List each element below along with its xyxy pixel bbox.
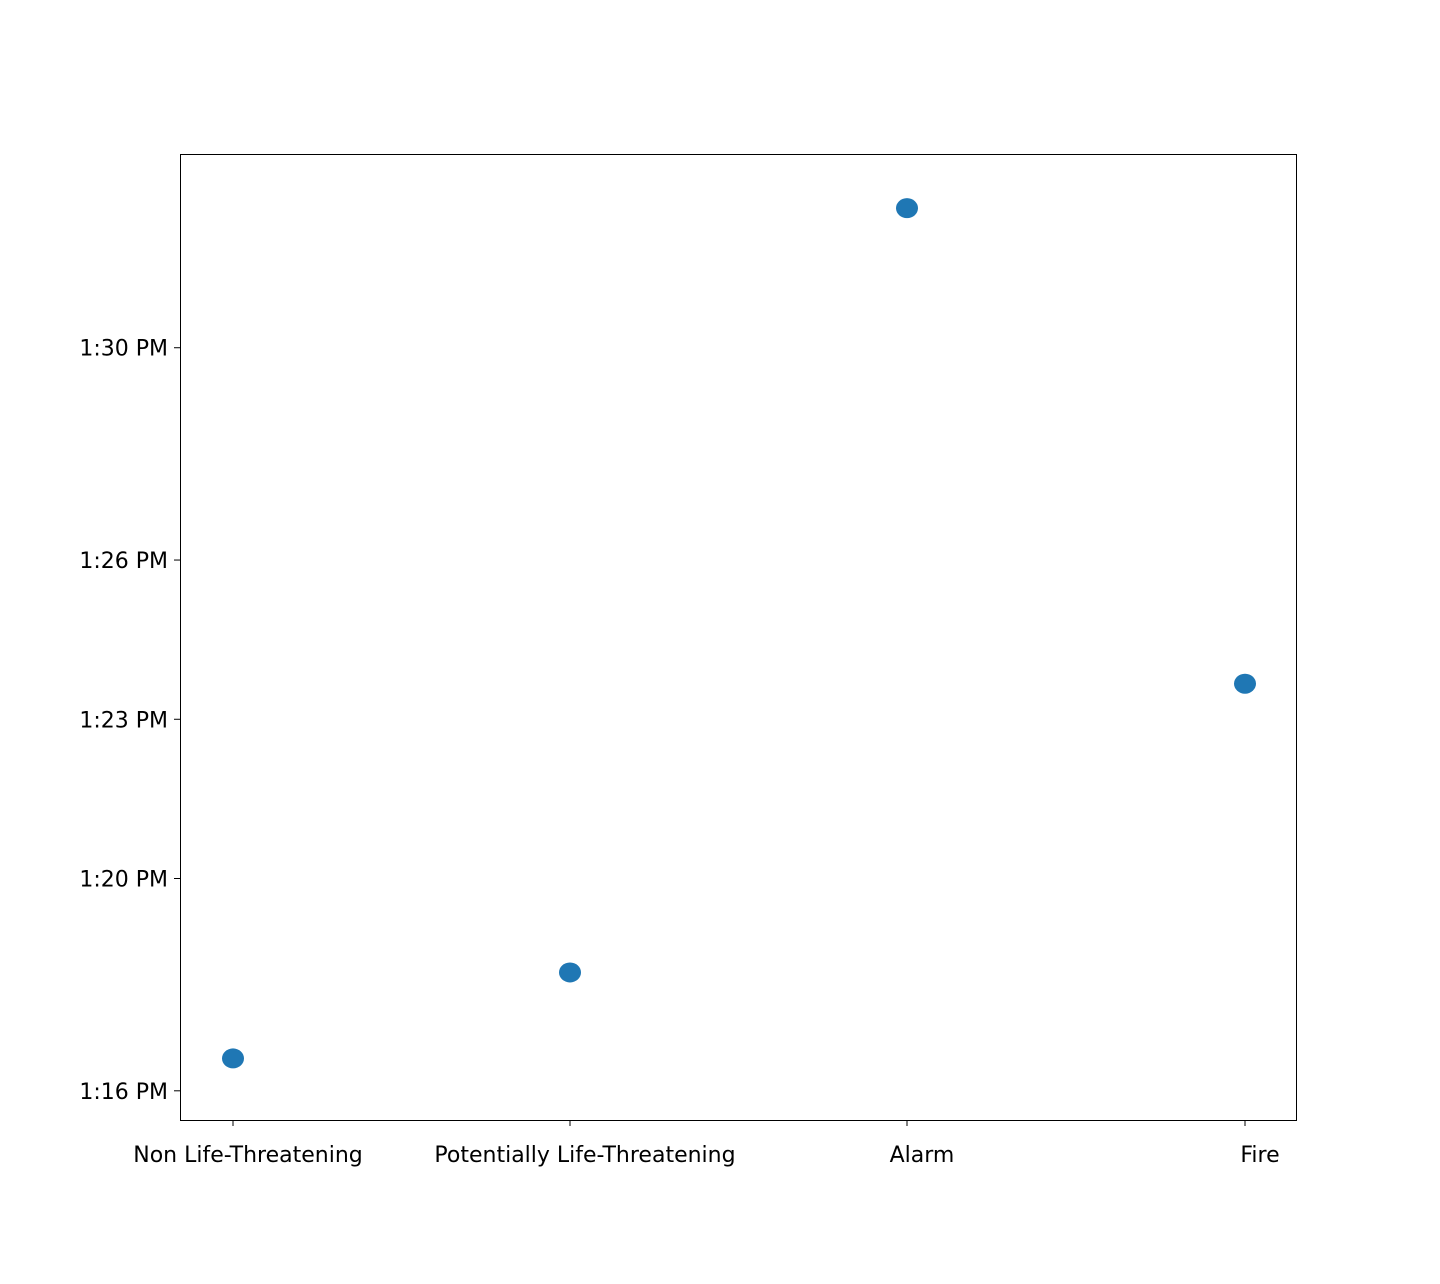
data-point [559,962,581,983]
x-tick-label: Alarm [890,1143,955,1168]
x-axis: Non Life-Threatening Potentially Life-Thr… [133,1120,1280,1168]
data-points [222,198,1256,1069]
y-axis: 1:16 PM 1:20 PM 1:23 PM 1:26 PM 1:30 PM [79,337,180,1105]
x-tick-label: Fire [1240,1143,1279,1168]
data-point [1234,673,1256,694]
data-point [896,198,918,219]
x-tick-label: Non Life-Threatening [133,1143,363,1168]
y-tick-label: 1:16 PM [79,1080,168,1105]
data-point [222,1048,244,1069]
y-tick-label: 1:30 PM [79,337,168,362]
y-tick-label: 1:20 PM [79,868,168,893]
y-tick-label: 1:26 PM [79,549,168,574]
plot-area-frame [180,154,1297,1121]
y-tick-label: 1:23 PM [79,708,168,733]
x-tick-label: Potentially Life-Threatening [434,1143,735,1168]
